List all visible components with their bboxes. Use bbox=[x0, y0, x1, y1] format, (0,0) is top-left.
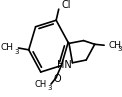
Text: 3: 3 bbox=[47, 85, 52, 91]
Text: CH: CH bbox=[35, 80, 47, 89]
Text: CH: CH bbox=[0, 43, 13, 52]
Text: 3: 3 bbox=[14, 49, 18, 55]
Text: CH: CH bbox=[108, 41, 121, 50]
Text: Cl: Cl bbox=[61, 0, 71, 10]
Text: O: O bbox=[53, 74, 61, 84]
Text: HN: HN bbox=[57, 60, 72, 70]
Text: 3: 3 bbox=[117, 46, 122, 52]
